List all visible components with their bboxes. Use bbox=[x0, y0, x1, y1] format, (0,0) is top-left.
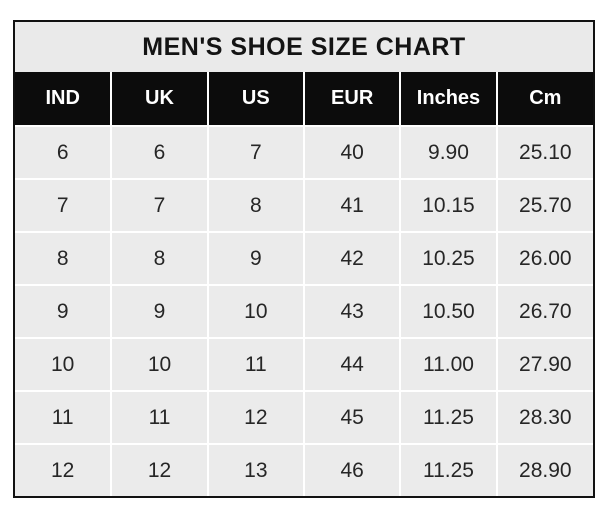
cell-inches: 11.25 bbox=[400, 390, 498, 444]
cell-inches: 10.50 bbox=[400, 284, 498, 338]
cell-cm: 26.00 bbox=[496, 231, 593, 285]
cell-us: 10 bbox=[207, 284, 305, 338]
table-row: 9 9 10 43 10.50 26.70 bbox=[15, 284, 593, 338]
cell-cm: 27.90 bbox=[496, 337, 593, 391]
cell-us: 8 bbox=[207, 178, 305, 232]
cell-uk: 12 bbox=[111, 443, 209, 496]
cell-us: 7 bbox=[207, 125, 305, 179]
cell-ind: 12 bbox=[15, 443, 113, 496]
cell-us: 9 bbox=[207, 231, 305, 285]
cell-cm: 25.10 bbox=[496, 125, 593, 179]
cell-cm: 28.90 bbox=[496, 443, 593, 496]
size-table: MEN'S SHOE SIZE CHART IND UK US EUR Inch… bbox=[15, 22, 593, 496]
cell-uk: 6 bbox=[111, 125, 209, 179]
cell-inches: 11.00 bbox=[400, 337, 498, 391]
cell-inches: 11.25 bbox=[400, 443, 498, 496]
cell-uk: 9 bbox=[111, 284, 209, 338]
cell-cm: 28.30 bbox=[496, 390, 593, 444]
header-row: IND UK US EUR Inches Cm bbox=[15, 72, 593, 126]
column-header-eur: EUR bbox=[303, 72, 402, 126]
column-header-us: US bbox=[207, 72, 305, 126]
cell-ind: 10 bbox=[15, 337, 113, 391]
cell-cm: 26.70 bbox=[496, 284, 593, 338]
cell-uk: 10 bbox=[111, 337, 209, 391]
cell-eur: 45 bbox=[303, 390, 402, 444]
table-row: 7 7 8 41 10.15 25.70 bbox=[15, 178, 593, 232]
shoe-size-chart: MEN'S SHOE SIZE CHART IND UK US EUR Inch… bbox=[13, 20, 595, 498]
cell-eur: 43 bbox=[303, 284, 402, 338]
cell-ind: 7 bbox=[15, 178, 113, 232]
cell-uk: 8 bbox=[111, 231, 209, 285]
cell-ind: 9 bbox=[15, 284, 113, 338]
table-row: 12 12 13 46 11.25 28.90 bbox=[15, 443, 593, 496]
cell-eur: 42 bbox=[303, 231, 402, 285]
cell-cm: 25.70 bbox=[496, 178, 593, 232]
cell-inches: 9.90 bbox=[400, 125, 498, 179]
chart-title: MEN'S SHOE SIZE CHART bbox=[15, 22, 593, 72]
cell-uk: 7 bbox=[111, 178, 209, 232]
column-header-uk: UK bbox=[111, 72, 209, 126]
cell-ind: 6 bbox=[15, 125, 113, 179]
cell-eur: 41 bbox=[303, 178, 402, 232]
cell-us: 12 bbox=[207, 390, 305, 444]
cell-ind: 8 bbox=[15, 231, 113, 285]
cell-eur: 46 bbox=[303, 443, 402, 496]
table-row: 6 6 7 40 9.90 25.10 bbox=[15, 125, 593, 179]
column-header-cm: Cm bbox=[496, 72, 593, 126]
title-row: MEN'S SHOE SIZE CHART bbox=[15, 22, 593, 72]
table-row: 8 8 9 42 10.25 26.00 bbox=[15, 231, 593, 285]
table-row: 10 10 11 44 11.00 27.90 bbox=[15, 337, 593, 391]
table-row: 11 11 12 45 11.25 28.30 bbox=[15, 390, 593, 444]
cell-inches: 10.25 bbox=[400, 231, 498, 285]
cell-us: 13 bbox=[207, 443, 305, 496]
cell-eur: 44 bbox=[303, 337, 402, 391]
cell-eur: 40 bbox=[303, 125, 402, 179]
cell-us: 11 bbox=[207, 337, 305, 391]
cell-uk: 11 bbox=[111, 390, 209, 444]
column-header-ind: IND bbox=[15, 72, 113, 126]
column-header-inches: Inches bbox=[400, 72, 498, 126]
cell-ind: 11 bbox=[15, 390, 113, 444]
cell-inches: 10.15 bbox=[400, 178, 498, 232]
